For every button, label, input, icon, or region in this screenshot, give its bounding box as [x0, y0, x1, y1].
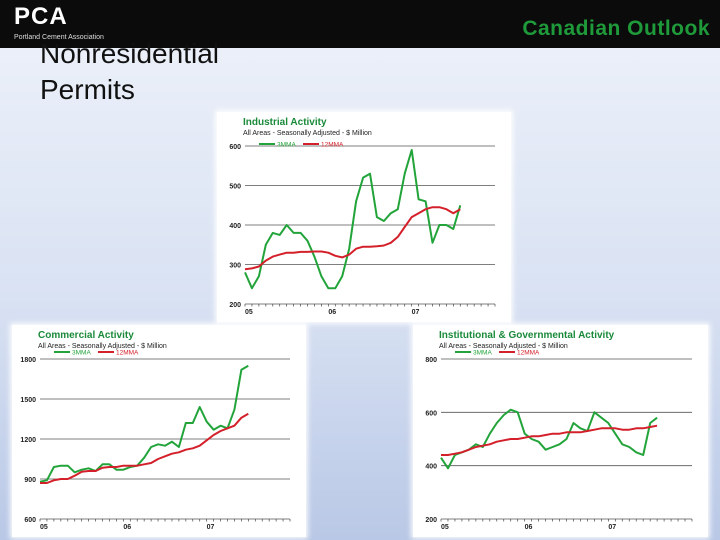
- legend-label: 12MMA: [517, 350, 540, 357]
- x-tick-label: 06: [123, 524, 131, 531]
- series-line-12mma: [441, 424, 658, 456]
- institutional-governmental-chart: Institutional & Governmental Activity All…: [425, 330, 693, 531]
- x-tick-label: 06: [328, 309, 336, 316]
- y-tick-label: 900: [24, 477, 36, 484]
- chart-title: Commercial Activity: [38, 330, 134, 341]
- y-tick-label: 200: [229, 302, 241, 309]
- chart-subtitle: All Areas - Seasonally Adjusted - $ Mill…: [38, 343, 167, 350]
- series-line-12mma: [244, 206, 461, 271]
- y-tick-label: 400: [229, 223, 241, 230]
- logo-mark: PCA: [14, 3, 68, 30]
- legend-label: 3MMA: [277, 142, 296, 149]
- series-line-3mma: [244, 149, 462, 290]
- commercial-chart-panel: Commercial Activity All Areas - Seasonall…: [12, 325, 306, 537]
- series-line-12mma: [40, 412, 249, 484]
- x-tick-label: 06: [525, 524, 533, 531]
- industrial-activity-chart: Industrial Activity All Areas - Seasonall…: [229, 117, 496, 316]
- logo-subtext: Portland Cement Association: [14, 34, 104, 41]
- commercial-activity-chart: Commercial Activity All Areas - Seasonall…: [20, 330, 291, 531]
- slide-title-line1: Nonresidential: [40, 38, 219, 69]
- y-tick-label: 600: [24, 517, 36, 524]
- chart-title: Industrial Activity: [243, 117, 327, 128]
- x-tick-label: 07: [412, 309, 420, 316]
- x-tick-label: 07: [608, 524, 616, 531]
- x-tick-label: 05: [40, 524, 48, 531]
- y-tick-label: 200: [425, 517, 437, 524]
- legend-label: 12MMA: [116, 350, 139, 357]
- y-tick-label: 500: [229, 184, 241, 191]
- y-tick-label: 400: [425, 464, 437, 471]
- x-tick-label: 07: [207, 524, 215, 531]
- series-line-3mma: [39, 364, 249, 483]
- legend-label: 3MMA: [473, 350, 492, 357]
- series-line-3mma: [440, 408, 658, 470]
- legend-label: 12MMA: [321, 142, 344, 149]
- slide-title-line2: Permits: [40, 74, 135, 105]
- section-title: Canadian Outlook: [522, 17, 710, 40]
- y-tick-label: 800: [425, 357, 437, 364]
- y-tick-label: 300: [229, 263, 241, 270]
- y-tick-label: 1200: [20, 437, 36, 444]
- slide-title: Nonresidential Permits: [40, 36, 300, 108]
- industrial-chart-panel: Industrial Activity All Areas - Seasonall…: [217, 112, 511, 322]
- chart-title: Institutional & Governmental Activity: [439, 330, 615, 341]
- y-tick-label: 1500: [20, 397, 36, 404]
- chart-subtitle: All Areas - Seasonally Adjusted - $ Mill…: [439, 343, 568, 350]
- legend-label: 3MMA: [72, 350, 91, 357]
- y-tick-label: 600: [229, 144, 241, 151]
- pca-logo: PCA Portland Cement Association: [14, 4, 104, 42]
- y-tick-label: 600: [425, 410, 437, 417]
- x-tick-label: 05: [245, 309, 253, 316]
- header-bar: PCA Portland Cement Association Canadian…: [0, 0, 720, 48]
- x-tick-label: 05: [441, 524, 449, 531]
- chart-subtitle: All Areas - Seasonally Adjusted - $ Mill…: [243, 130, 372, 137]
- institutional-chart-panel: Institutional & Governmental Activity All…: [413, 325, 708, 537]
- y-tick-label: 1800: [20, 357, 36, 364]
